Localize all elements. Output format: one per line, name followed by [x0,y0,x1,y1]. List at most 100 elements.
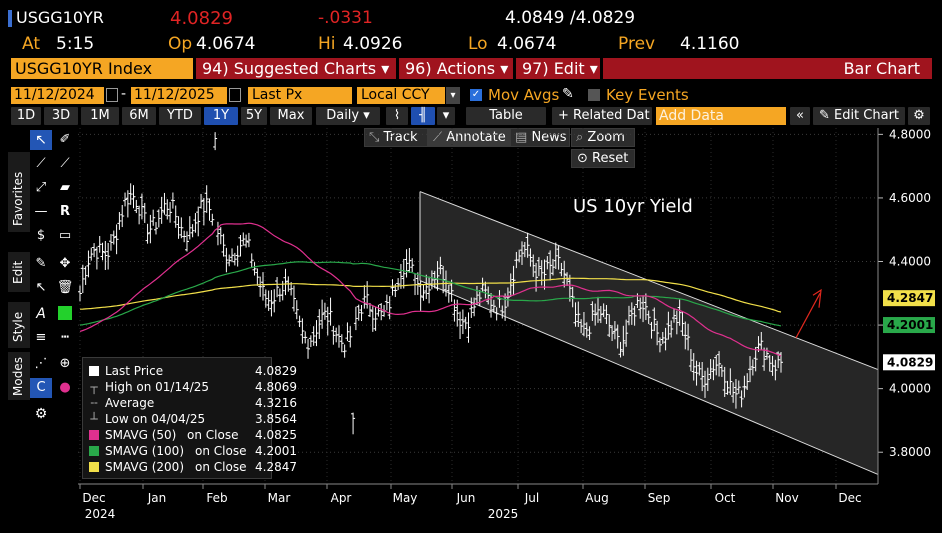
rectangle-tool-icon[interactable]: ▭ [58,228,72,243]
line-weight-icon[interactable]: ≡ [35,330,47,345]
period-ytd[interactable]: YTD [159,107,201,125]
chart-type-bar[interactable]: Bar Chart [603,58,932,79]
period-3d[interactable]: 3D [44,107,78,125]
crosshair-icon[interactable]: ⋰ [34,356,48,371]
price-tool-icon[interactable]: $ [36,228,46,243]
chart-line-icon[interactable]: ⌇ [386,107,408,125]
text-tool-icon[interactable]: R [59,204,70,219]
line-style-icon[interactable]: ┅ [61,330,69,345]
x-tick-label: Dec [82,491,105,505]
zoom-label: Zoom [587,130,625,145]
magnet-icon[interactable]: ⊕ [59,356,71,371]
trash-icon[interactable]: 🗑 [56,280,74,295]
chart-bar-icon[interactable]: ╢ [411,107,435,125]
line-tool-icon[interactable]: ⟋ [36,156,46,171]
end-date-input[interactable]: 11/12/2025 [131,87,227,104]
actions-label: 96) Actions ▾ [405,59,509,78]
font-tool-icon[interactable]: A [36,306,46,322]
legend-label: High on 01/14/25 [105,380,210,394]
open-label: Op [168,34,193,54]
prev-value: 4.1160 [680,34,740,54]
table-button[interactable]: Table [466,107,546,125]
mov-avgs-checkbox[interactable]: ✓ [470,89,482,101]
end-calendar-icon[interactable] [229,88,241,102]
x-tick-label: Nov [775,491,798,505]
channel-fill [420,191,878,475]
currency-dropdown-icon[interactable]: ▾ [446,87,460,104]
channel-tool-icon[interactable]: ▰ [60,180,70,195]
draw-pencil-icon[interactable]: ✎ [35,256,47,271]
add-data-input[interactable]: Add Data [656,107,786,125]
news-label: News [531,130,567,145]
track-icon: ⤡ [369,130,380,145]
pointer-icon[interactable]: ↖ [30,130,52,150]
tab-edit[interactable]: Edit [8,252,30,292]
annotate-button[interactable]: ⟋ Annotate [428,128,510,147]
period-max[interactable]: Max [270,107,312,125]
tab-favorites[interactable]: Favorites [8,152,30,232]
settings-gear-icon[interactable]: ⚙ [908,107,930,125]
tab-modes[interactable]: Modes [8,352,30,400]
track-button[interactable]: ⤡ Track [364,128,428,147]
price-tag-label: 4.0829 [887,355,933,369]
average-marker-icon: ╌ [90,396,98,410]
collapse-icon[interactable]: « [790,107,810,125]
suggested-charts-menu[interactable]: 94) Suggested Charts ▾ [196,58,396,79]
actions-menu[interactable]: 96) Actions ▾ [399,58,513,79]
legend-value: 4.2847 [255,460,297,474]
palette-icon[interactable]: ● [59,380,71,395]
related-data-button[interactable]: + Related Dat [552,107,652,125]
security-field[interactable]: USGG10YR Index [11,58,193,79]
frequency-select[interactable]: Daily ▾ [316,107,380,125]
period-5y[interactable]: 5Y [241,107,267,125]
legend-row: ╌ Average 4.3216 [89,395,297,411]
hline-tool-icon[interactable]: — [34,204,48,219]
moving-averages [79,222,822,357]
select-tool-icon[interactable]: ↖ [35,280,47,295]
tab-style[interactable]: Style [8,302,30,348]
start-calendar-icon[interactable] [106,88,118,102]
eraser-icon[interactable]: ✐ [59,132,71,147]
reset-icon: ⊙ [577,151,588,166]
annotate-icon: ⟋ [433,130,443,145]
ticker: USGG10YR [16,8,104,27]
news-button[interactable]: ▤ News [510,128,570,147]
move-tool-icon[interactable]: ✥ [59,256,71,271]
reset-label: Reset [592,151,629,166]
x-tick-label: Mar [268,491,291,505]
x-tick-label: Jul [524,491,539,505]
prev-label: Prev [618,34,656,54]
legend-row: SMAVG (200) on Close 4.2847 [89,459,297,475]
legend-label: SMAVG (50) [105,428,177,442]
period-6m[interactable]: 6M [122,107,156,125]
field-select[interactable]: Last Px [248,87,352,104]
edit-menu[interactable]: 97) Edit ▾ [516,58,600,79]
key-events-checkbox[interactable] [588,89,600,101]
tools-gear-icon[interactable]: ⚙ [34,406,48,422]
chart-style-dropdown[interactable]: ▾ [437,107,455,125]
color-swatch-icon[interactable] [58,306,72,320]
trend-tool-icon[interactable]: ⤢ [35,180,47,195]
period-1y[interactable]: 1Y [204,107,238,125]
period-1m[interactable]: 1M [81,107,119,125]
reset-button[interactable]: ⊙ Reset [571,149,635,168]
x-tick-label: Dec [838,491,861,505]
edit-chart-button[interactable]: ✎ Edit Chart [813,107,905,125]
currency-select[interactable]: Local CCY [357,87,445,104]
x-year-label: 2025 [488,507,519,521]
price-tag [883,290,935,307]
start-date-input[interactable]: 11/12/2024 [11,87,104,104]
legend-extra: on Close [195,444,247,458]
price-tag-label: 4.2847 [887,291,933,305]
ray-tool-icon[interactable]: ⟋ [60,156,70,171]
mode-c-icon[interactable]: C [30,378,52,398]
period-1d[interactable]: 1D [11,107,41,125]
legend-value: 4.8069 [255,380,297,394]
legend-label: Average [105,396,155,410]
low-value: 4.0674 [497,34,557,54]
x-tick-label: Apr [331,491,352,505]
zoom-button[interactable]: ⌕ Zoom [571,128,635,147]
pencil-icon[interactable]: ✎ [562,86,574,102]
legend-row: SMAVG (50) on Close 4.0825 [89,427,297,443]
